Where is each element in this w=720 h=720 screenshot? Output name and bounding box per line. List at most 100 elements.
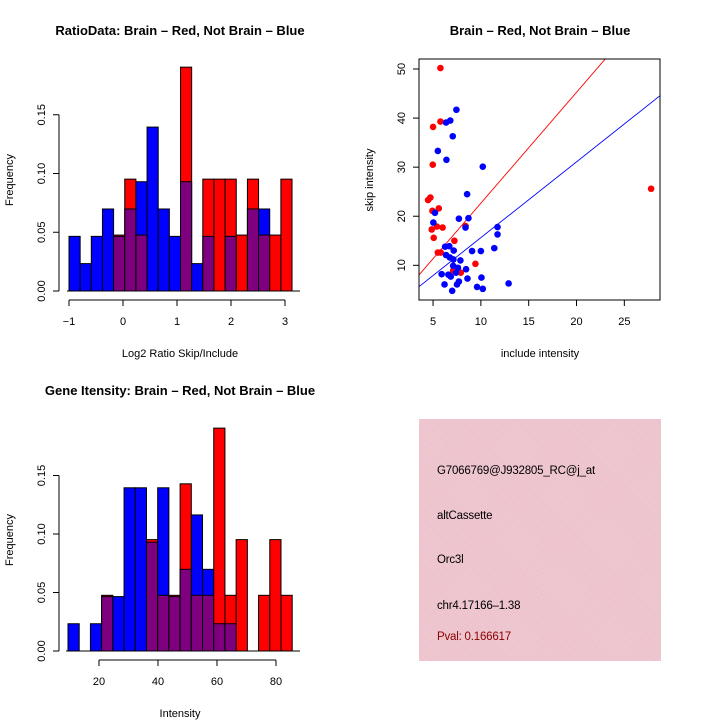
x-tick-label: 1 [174,316,180,328]
blue-point [464,275,471,282]
overlap-bar-12 [190,594,204,652]
ratio-hist-bars [68,66,293,292]
blue-point [449,132,457,140]
blue-bar-1 [67,623,80,652]
blue-point [494,231,501,238]
red-point [437,64,444,72]
y-tick-label: 50 [396,63,408,75]
x-tick-label: −1 [63,316,76,328]
fit-lines [419,59,660,288]
blue-point [477,247,485,255]
y-tick-label: 30 [396,161,408,173]
ratio-histogram: RatioData: Brain – Red, Not Brain – Blue… [4,23,305,360]
red-bar-20 [280,178,293,292]
red-point [428,226,436,233]
blue-bar-7 [134,487,147,652]
blue-bar-9 [157,208,170,292]
red-point [647,185,655,193]
blue-point [430,219,437,226]
blue-bar-1 [68,235,81,292]
red-bar-16 [235,234,248,292]
red-fit-line [419,59,606,276]
y-tick-label: 0.05 [36,222,48,243]
gene-hist-title: Gene Itensity: Brain – Red, Not Brain – … [45,383,315,398]
overlap-bar-15 [224,235,237,292]
red-point [437,249,445,256]
blue-point [468,247,476,255]
event-type-text: altCassette [437,510,493,522]
gene-hist-ylabel: Frequency [4,514,16,566]
overlap-bar-10 [168,596,181,652]
blue-point [450,247,458,254]
blue-bar-3 [90,235,103,292]
ratio-hist-title: RatioData: Brain – Red, Not Brain – Blue [55,23,304,38]
overlap-bar-8 [145,541,159,652]
red-point [472,260,479,268]
x-tick-label: 0 [120,316,126,328]
y-tick-label: 40 [396,112,408,124]
ratio-hist-axes: −1 0 1 2 3 0.00 0.05 0.10 0.15 [36,104,300,328]
overlap-bar-15 [224,623,237,652]
y-tick-label: 10 [396,259,408,271]
red-point [439,224,446,231]
blue-point [446,242,453,250]
blue-point [452,269,460,276]
blue-fit-line [419,95,660,288]
blue-point [462,265,470,273]
blue-point [490,244,498,252]
x-tick-label: 15 [523,316,535,328]
blue-bar-3 [89,623,103,652]
blue-bar-2 [79,263,92,292]
x-tick-label: 80 [270,676,282,688]
y-tick-label: 0.15 [36,104,48,125]
x-tick-label: 20 [93,676,105,688]
blue-bar-5 [112,596,125,652]
red-bar-20 [280,594,293,652]
blue-bar-12 [191,263,204,292]
blue-point [465,214,472,222]
red-point [451,237,458,245]
blue-point [457,257,464,264]
red-bar-16 [235,539,248,652]
red-point [437,118,444,125]
blue-point [434,147,442,155]
overlap-bar-14 [213,623,226,652]
probe-id-text: G7066769@J932805_RC@j_at [437,465,595,477]
gene-hist-axes: 20 40 60 80 0.00 0.05 0.10 0.15 [36,465,300,688]
x-tick-label: 3 [282,316,288,328]
blue-point [473,283,481,291]
y-tick-label: 0.00 [36,280,48,301]
x-tick-label: 60 [211,676,223,688]
gene-hist-xlabel: Intensity [160,708,201,720]
blue-point [462,224,469,231]
red-bar-14 [213,427,226,652]
red-point [429,161,437,169]
red-point [457,269,465,276]
red-bar-14 [213,178,226,292]
x-tick-label: 2 [228,316,234,328]
overlap-bar-4 [101,596,114,652]
overlap-bar-9 [157,594,170,652]
blue-point [505,280,512,287]
blue-bar-8 [146,126,159,292]
pval-text: Pval: 0.166617 [437,631,511,643]
scatter-marks [419,59,660,295]
y-tick-label: 0.00 [36,640,48,661]
scatter-title: Brain – Red, Not Brain – Blue [450,23,631,38]
intensity-scatter: Brain – Red, Not Brain – Blue include in… [364,23,661,360]
scatter-ylabel: skip intensity [364,148,376,211]
blue-point [479,163,487,170]
blue-point [453,106,460,114]
blue-bar-10 [168,235,182,292]
red-bar-18 [258,594,271,652]
overlap-bar-6 [124,208,137,292]
y-tick-label: 0.15 [36,465,48,486]
scatter-axes: 5 10 15 20 25 10 20 30 40 50 [396,58,661,328]
blue-bar-4 [101,208,115,292]
gene-intensity-histogram: Gene Itensity: Brain – Red, Not Brain – … [4,383,315,720]
red-point [429,123,437,131]
scatter-xlabel: include intensity [501,348,580,360]
overlap-bar-7 [135,234,148,292]
overlap-bar-17 [246,208,260,292]
